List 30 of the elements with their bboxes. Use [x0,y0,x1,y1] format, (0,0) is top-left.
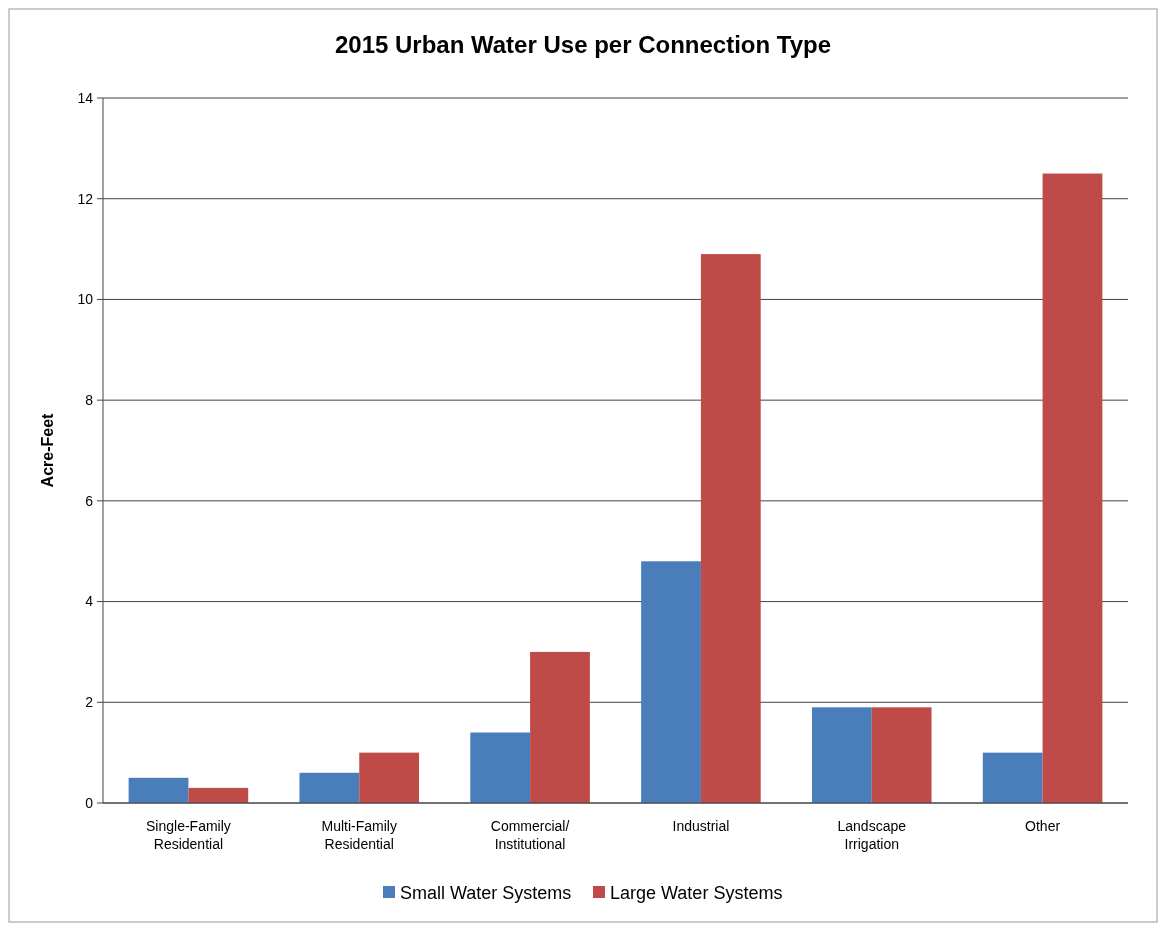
y-tick-label: 8 [85,392,94,409]
bar [871,707,932,803]
bar [128,777,189,803]
y-axis-title: Acre-Feet [39,412,56,488]
x-tick-label: Single-Family Residential [146,818,231,852]
y-tick-label: 14 [77,89,94,106]
y-tick-label: 4 [85,593,94,610]
bar [188,787,249,803]
bar [1042,173,1103,803]
y-tick-label: 2 [85,694,94,711]
x-tick-label: Landscape Irrigation [837,818,907,852]
bar [359,752,420,803]
x-tick-label: Commercial/ Institutional [490,818,570,852]
y-tick-label: 12 [77,190,94,207]
legend-label: Large Water Systems [610,883,783,904]
chart-title: 2015 Urban Water Use per Connection Type [334,31,832,58]
x-tick-label: Other [1025,818,1061,834]
bar [530,651,590,803]
x-tick-label: Multi-Family Residential [321,818,397,852]
bar [811,707,872,803]
x-tick-label: Industrial [672,818,730,834]
bar [470,732,531,803]
bar [299,772,360,803]
y-tick-label: 6 [85,492,94,509]
bar [982,752,1043,803]
bar [641,561,701,803]
y-tick-label: 10 [77,291,94,308]
bar [700,254,761,803]
legend-label: Small Water Systems [400,883,572,904]
y-tick-label: 0 [85,794,94,811]
